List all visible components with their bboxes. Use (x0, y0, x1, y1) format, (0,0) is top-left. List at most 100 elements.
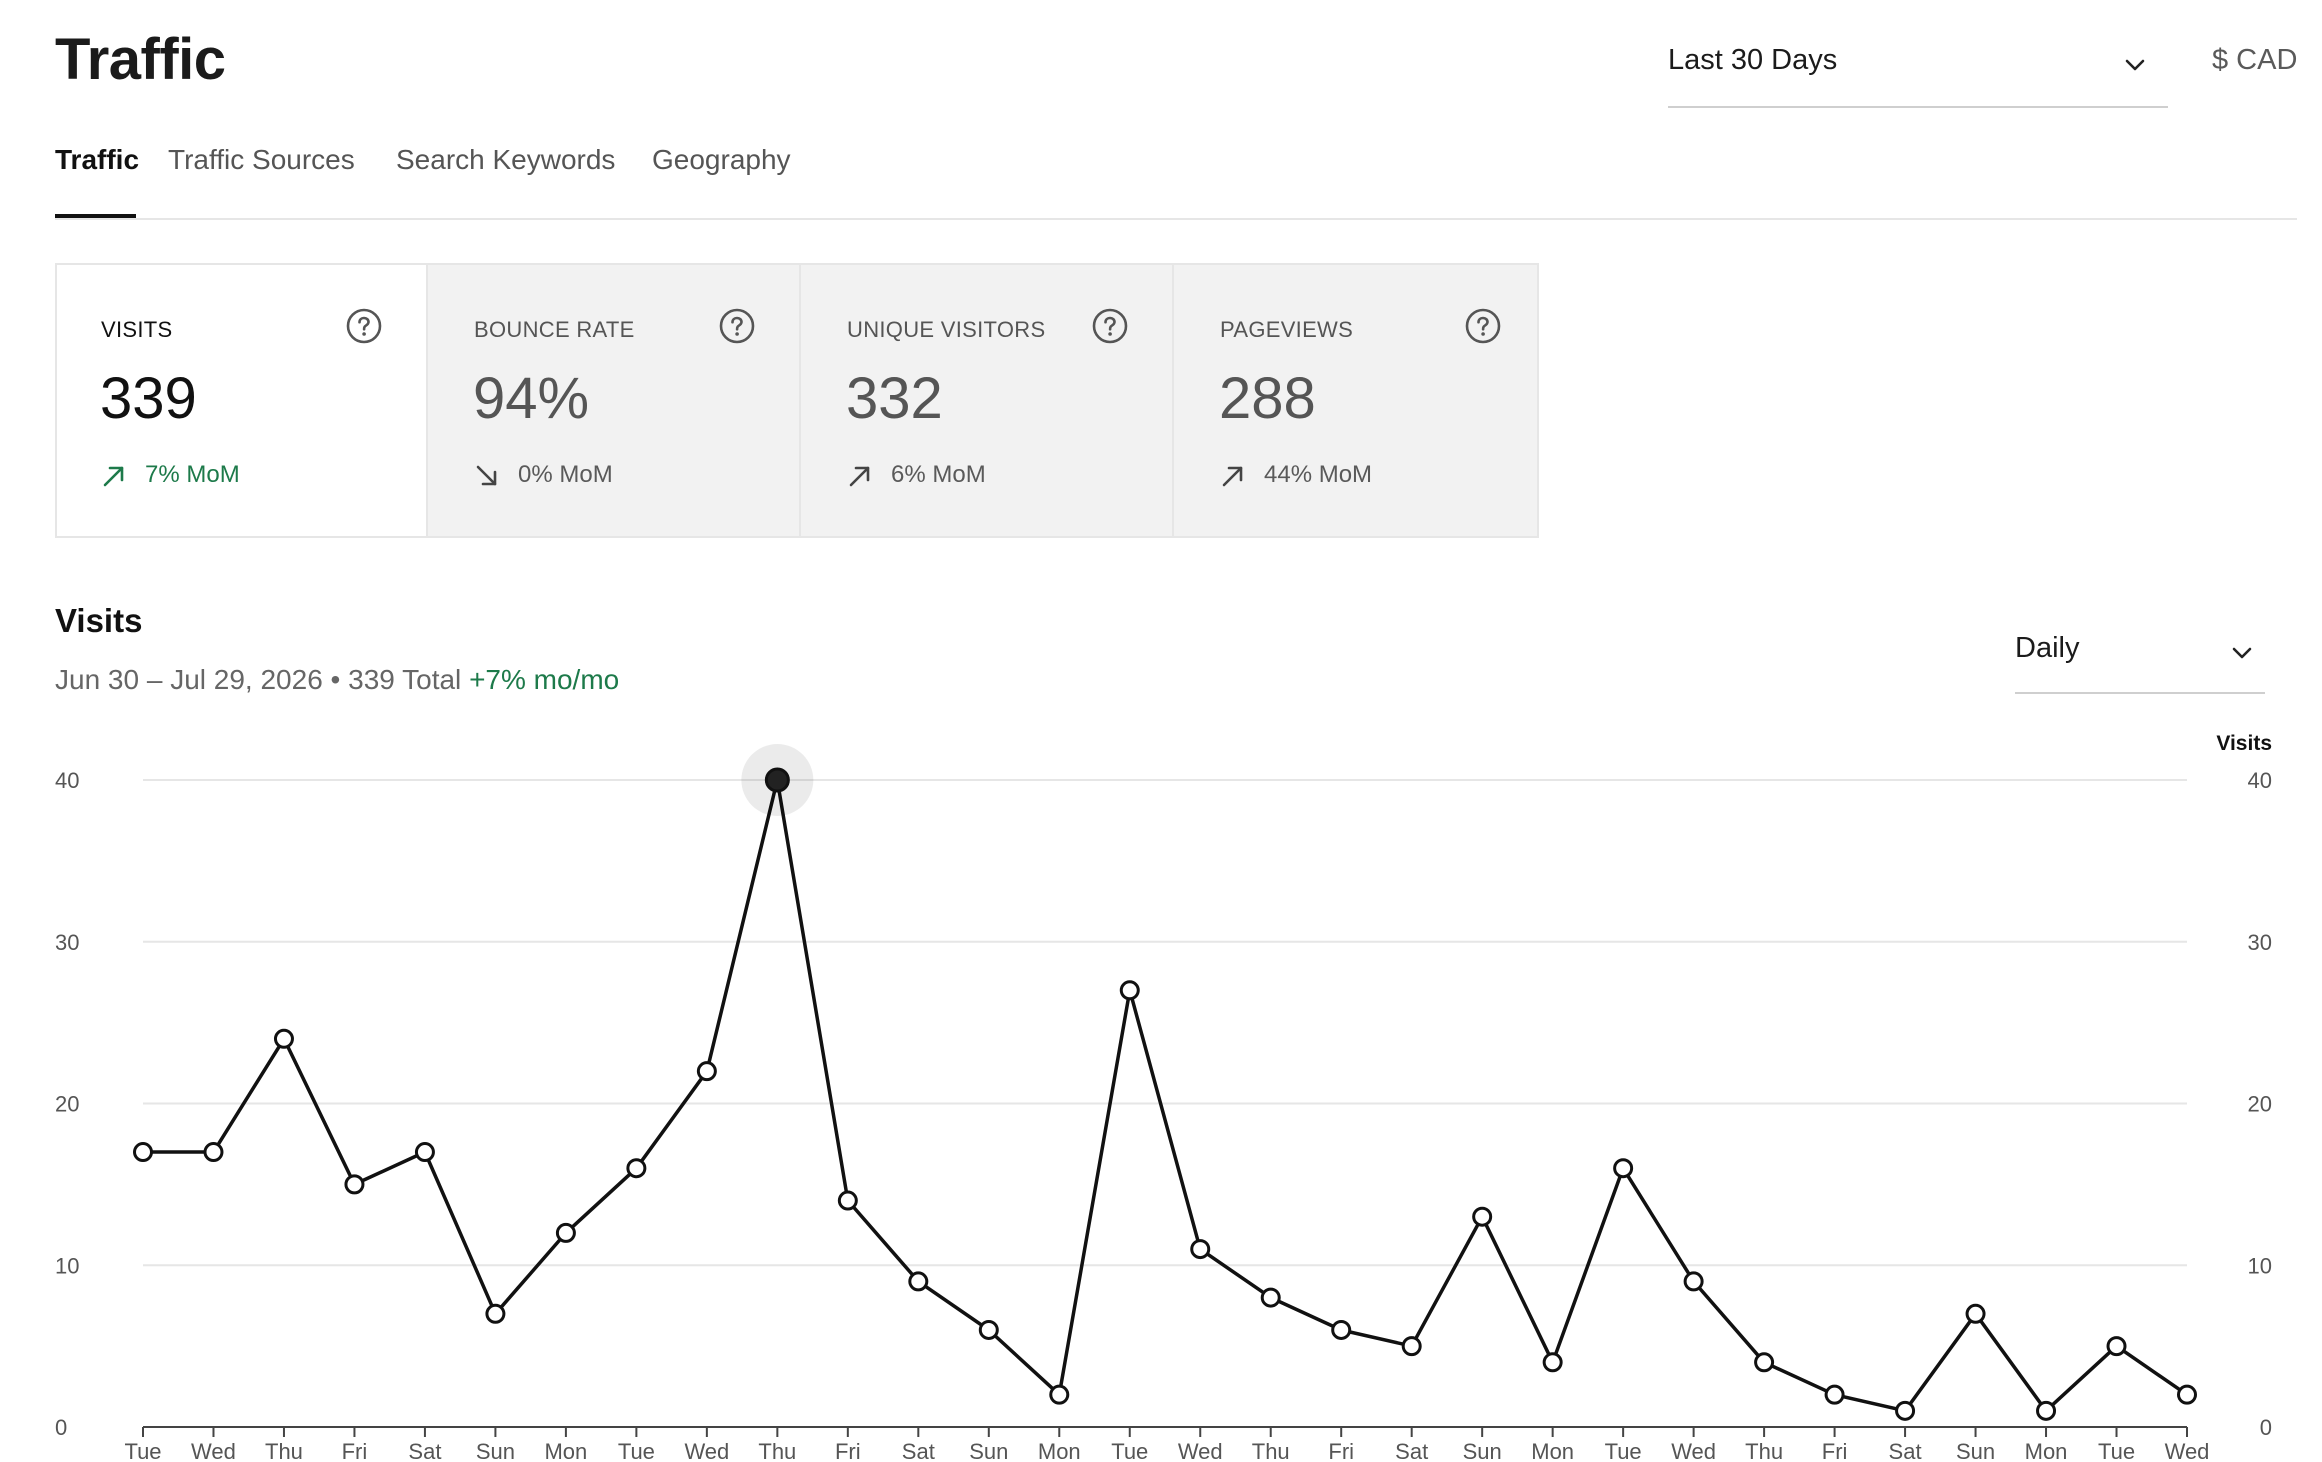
data-point (414, 1142, 435, 1163)
data-point (1965, 1303, 1986, 1324)
help-icon[interactable] (345, 307, 383, 345)
help-icon[interactable] (1091, 307, 1129, 345)
metric-card-bounce-rate[interactable]: BOUNCE RATE 94% 0% MoM (430, 265, 801, 536)
y-tick-label-right: 30 (2248, 930, 2272, 955)
x-tick-label: Thu (758, 1439, 796, 1462)
data-point (1260, 1287, 1281, 1308)
interval-label: Daily (2015, 632, 2080, 664)
arrow-up-right-icon (103, 466, 124, 487)
x-tick-label: Thu (1745, 1439, 1783, 1462)
chevron-down-icon (2125, 59, 2145, 71)
y-tick-label-left: 20 (55, 1092, 79, 1117)
tab-bar: Traffic Traffic Sources Search Keywords … (55, 140, 2297, 220)
metric-name: VISITS (101, 317, 173, 342)
date-range-label: Last 30 Days (1668, 44, 1838, 76)
data-point (2036, 1400, 2057, 1421)
metric-card-pageviews[interactable]: PAGEVIEWS 288 44% MoM (1176, 265, 1547, 536)
data-point (555, 1222, 576, 1243)
help-icon[interactable] (718, 307, 756, 345)
active-tab-indicator (55, 214, 136, 218)
x-tick-label: Wed (191, 1439, 236, 1462)
metric-value: 332 (846, 366, 943, 431)
data-point-highlighted (764, 767, 790, 793)
data-point (1190, 1239, 1211, 1260)
x-tick-label: Tue (618, 1439, 655, 1462)
chart-total: 339 Total (348, 664, 462, 695)
y-tick-label-left: 10 (55, 1253, 79, 1278)
chevron-down-icon (2232, 647, 2252, 659)
x-tick-label: Wed (684, 1439, 729, 1462)
date-range-select[interactable]: Last 30 Days (1668, 40, 2168, 108)
y-tick-label-right: 10 (2248, 1253, 2272, 1278)
chart-section-title: Visits (55, 602, 143, 639)
metric-value: 94% (473, 366, 590, 431)
tab-traffic[interactable]: Traffic (55, 144, 140, 175)
x-tick-label: Tue (124, 1439, 161, 1462)
metric-name: UNIQUE VISITORS (847, 317, 1046, 342)
metric-trend-label: 6% MoM (891, 461, 986, 488)
x-tick-label: Sun (969, 1439, 1008, 1462)
metric-card-visits[interactable]: VISITS 339 7% MoM (57, 265, 428, 536)
visits-line-chart[interactable]: 0 0 10 10 20 20 30 30 40 40 Visits Tue Wed Thu Fri Sat S… (0, 720, 2322, 1462)
data-point (485, 1303, 506, 1324)
tab-geography[interactable]: Geography (652, 144, 791, 175)
arrow-up-right-icon (1222, 466, 1243, 487)
metric-value: 339 (100, 366, 197, 431)
right-axis-title: Visits (2216, 732, 2272, 755)
x-tick-label: Wed (1178, 1439, 1223, 1462)
chart-summary: Jun 30 – Jul 29, 2026 • 339 Total +7% mo… (55, 664, 619, 696)
x-tick-label: Thu (1252, 1439, 1290, 1462)
metric-name: PAGEVIEWS (1220, 317, 1354, 342)
y-tick-label-right: 0 (2260, 1415, 2272, 1440)
tab-search-keywords[interactable]: Search Keywords (396, 144, 616, 175)
data-point (696, 1061, 717, 1082)
data-point (1542, 1352, 1563, 1373)
data-point (2177, 1384, 2197, 1405)
x-tick-label: Fri (1822, 1439, 1848, 1462)
x-tick-label: Sun (1463, 1439, 1502, 1462)
data-point (626, 1158, 647, 1179)
metric-trend-label: 0% MoM (518, 461, 613, 488)
x-tick-label: Fri (1328, 1439, 1354, 1462)
y-tick-label-left: 40 (55, 768, 79, 793)
data-point (133, 1142, 153, 1163)
x-tick-label: Sun (1956, 1439, 1995, 1462)
interval-select[interactable]: Daily (2015, 626, 2265, 694)
separator-dot: • (330, 664, 341, 695)
x-tick-label: Mon (544, 1439, 587, 1462)
metric-name: BOUNCE RATE (474, 317, 635, 342)
x-tick-label: Tue (2098, 1439, 2135, 1462)
arrow-up-right-icon (849, 466, 870, 487)
arrow-down-right-icon (476, 465, 497, 486)
page-title: Traffic (55, 27, 226, 92)
x-tick-label: Fri (835, 1439, 861, 1462)
y-tick-label-left: 30 (55, 930, 79, 955)
help-icon[interactable] (1464, 307, 1502, 345)
data-point (273, 1028, 294, 1049)
x-tick-label: Mon (1531, 1439, 1574, 1462)
data-point (1401, 1336, 1422, 1357)
data-point (837, 1190, 858, 1211)
data-point (344, 1174, 365, 1195)
x-tick-label: Wed (2165, 1439, 2210, 1462)
data-point (2106, 1336, 2127, 1357)
x-tick-label: Sat (1889, 1439, 1922, 1462)
data-point (978, 1319, 999, 1340)
metric-card-unique-visitors[interactable]: UNIQUE VISITORS 332 6% MoM (803, 265, 1174, 536)
x-tick-label: Mon (2025, 1439, 2068, 1462)
x-tick-label: Tue (1605, 1439, 1642, 1462)
currency-selector[interactable]: $ CAD (2212, 44, 2298, 76)
y-tick-label-right: 40 (2248, 768, 2272, 793)
x-tick-label: Mon (1038, 1439, 1081, 1462)
y-tick-label-right: 20 (2248, 1092, 2272, 1117)
x-tick-label: Sat (1395, 1439, 1428, 1462)
data-point (203, 1142, 224, 1163)
x-tick-label: Sun (476, 1439, 515, 1462)
tab-traffic-sources[interactable]: Traffic Sources (168, 144, 355, 175)
metric-trend-label: 44% MoM (1264, 461, 1373, 488)
data-point (1754, 1352, 1775, 1373)
chart-date-range: Jun 30 – Jul 29, 2026 (55, 664, 323, 695)
data-point (1049, 1384, 1070, 1405)
data-point (908, 1271, 929, 1292)
chart-change: +7% mo/mo (469, 664, 620, 695)
